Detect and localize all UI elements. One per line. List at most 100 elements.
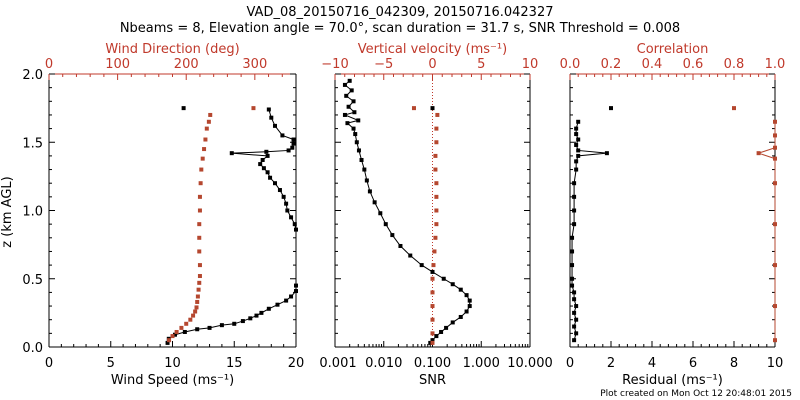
plot-created-note: Plot created on Mon Oct 12 20:48:01 2015: [600, 389, 792, 399]
data-point: [167, 338, 172, 343]
data-point: [269, 115, 274, 120]
data-point: [342, 82, 347, 87]
data-point: [574, 317, 579, 322]
data-point: [197, 280, 202, 285]
x-bottom-tick-label: 2: [607, 356, 615, 371]
data-point: [430, 269, 435, 274]
x-bottom-axis-label: SNR: [419, 373, 446, 388]
y-tick-label: 1.0: [22, 205, 43, 220]
data-point: [430, 276, 435, 281]
data-point: [265, 170, 270, 175]
data-point: [197, 263, 202, 268]
data-point: [191, 313, 196, 318]
x-bottom-tick-label: 5: [107, 356, 115, 371]
data-point: [273, 181, 278, 186]
y-tick-label: 1.5: [22, 136, 43, 151]
data-point: [576, 137, 581, 142]
data-point: [576, 153, 581, 158]
data-point: [280, 133, 285, 138]
x-bottom-tick-label: 15: [226, 356, 243, 371]
data-point: [286, 148, 291, 153]
data-point: [756, 151, 761, 156]
data-point: [354, 140, 359, 145]
data-point: [197, 222, 202, 227]
x-top-tick-label: 0.0: [560, 57, 581, 72]
data-point: [289, 294, 294, 299]
data-point: [572, 338, 577, 343]
x-top-tick-label: 0: [45, 57, 53, 72]
data-point: [574, 304, 579, 309]
data-point: [356, 148, 361, 153]
data-point: [202, 147, 207, 152]
data-point: [383, 222, 388, 227]
y-tick-label: 0.5: [22, 273, 43, 288]
data-point: [444, 325, 449, 330]
x-top-axis-label: Correlation: [637, 42, 709, 57]
data-point: [195, 294, 200, 299]
data-point: [165, 340, 170, 345]
data-point: [349, 88, 354, 93]
data-point: [390, 233, 395, 238]
x-bottom-tick-label: 10: [164, 356, 181, 371]
x-top-tick-label: 5: [477, 57, 485, 72]
data-point: [258, 162, 263, 167]
data-point: [430, 304, 435, 309]
data-point: [464, 309, 469, 314]
x-top-tick-label: −10: [321, 57, 348, 72]
data-point: [372, 200, 377, 205]
isolated-data-point: [609, 106, 613, 111]
data-point: [570, 283, 575, 288]
x-bottom-tick-label: 10: [767, 356, 784, 371]
data-point: [574, 167, 579, 172]
data-point: [170, 334, 175, 339]
data-point: [574, 142, 579, 147]
data-point: [294, 289, 298, 294]
data-point: [367, 189, 372, 194]
data-point: [435, 112, 440, 117]
series-wind-speed-upper-: [229, 107, 298, 232]
data-point: [572, 194, 577, 199]
data-point: [284, 298, 289, 303]
data-point: [467, 304, 472, 309]
data-point: [197, 249, 202, 254]
data-point: [345, 121, 350, 126]
x-bottom-axis-label: Wind Speed (ms⁻¹): [111, 373, 234, 388]
data-point: [773, 156, 777, 161]
panel-residual-correlation: 0 2 4 6 8 10 Residual (ms⁻¹) 0.0 0.2 0.4 0.6 0.8 1.0…: [560, 42, 786, 388]
data-point: [574, 132, 579, 137]
data-point: [342, 112, 347, 117]
isolated-data-point: [732, 106, 736, 111]
x-bottom-tick-label: 8: [730, 356, 738, 371]
isolated-data-point: [181, 106, 186, 111]
data-point: [430, 290, 435, 295]
x-bottom-tick-label: 10.000: [507, 356, 553, 371]
x-bottom-tick-label: 20: [288, 356, 305, 371]
data-point: [419, 263, 424, 268]
data-point: [294, 227, 298, 232]
data-point: [434, 181, 439, 186]
title-line-1: VAD_08_20150716_042309, 20150716.042327: [247, 5, 554, 20]
x-top-tick-label: −5: [374, 57, 393, 72]
data-point: [195, 327, 200, 332]
x-top-axis-label: Wind Direction (deg): [105, 42, 239, 57]
data-point: [273, 123, 278, 128]
data-point: [182, 329, 187, 334]
series-vertical-velocity: [430, 112, 440, 345]
data-point: [356, 118, 361, 123]
y-tick-label: 0.0: [22, 341, 43, 356]
data-point: [572, 290, 577, 295]
x-top-tick-label: 0.8: [724, 57, 745, 72]
data-point: [572, 181, 577, 186]
data-point: [261, 166, 266, 171]
data-point: [439, 329, 444, 334]
data-point: [285, 208, 290, 213]
data-point: [277, 188, 282, 193]
data-point: [574, 126, 579, 131]
data-point: [352, 110, 357, 115]
data-point: [219, 323, 224, 328]
series-wind-speed: [165, 283, 298, 345]
series-line: [757, 121, 776, 341]
x-top-tick-label: 0.4: [642, 57, 663, 72]
data-point: [433, 153, 438, 158]
isolated-data-point: [251, 106, 256, 111]
